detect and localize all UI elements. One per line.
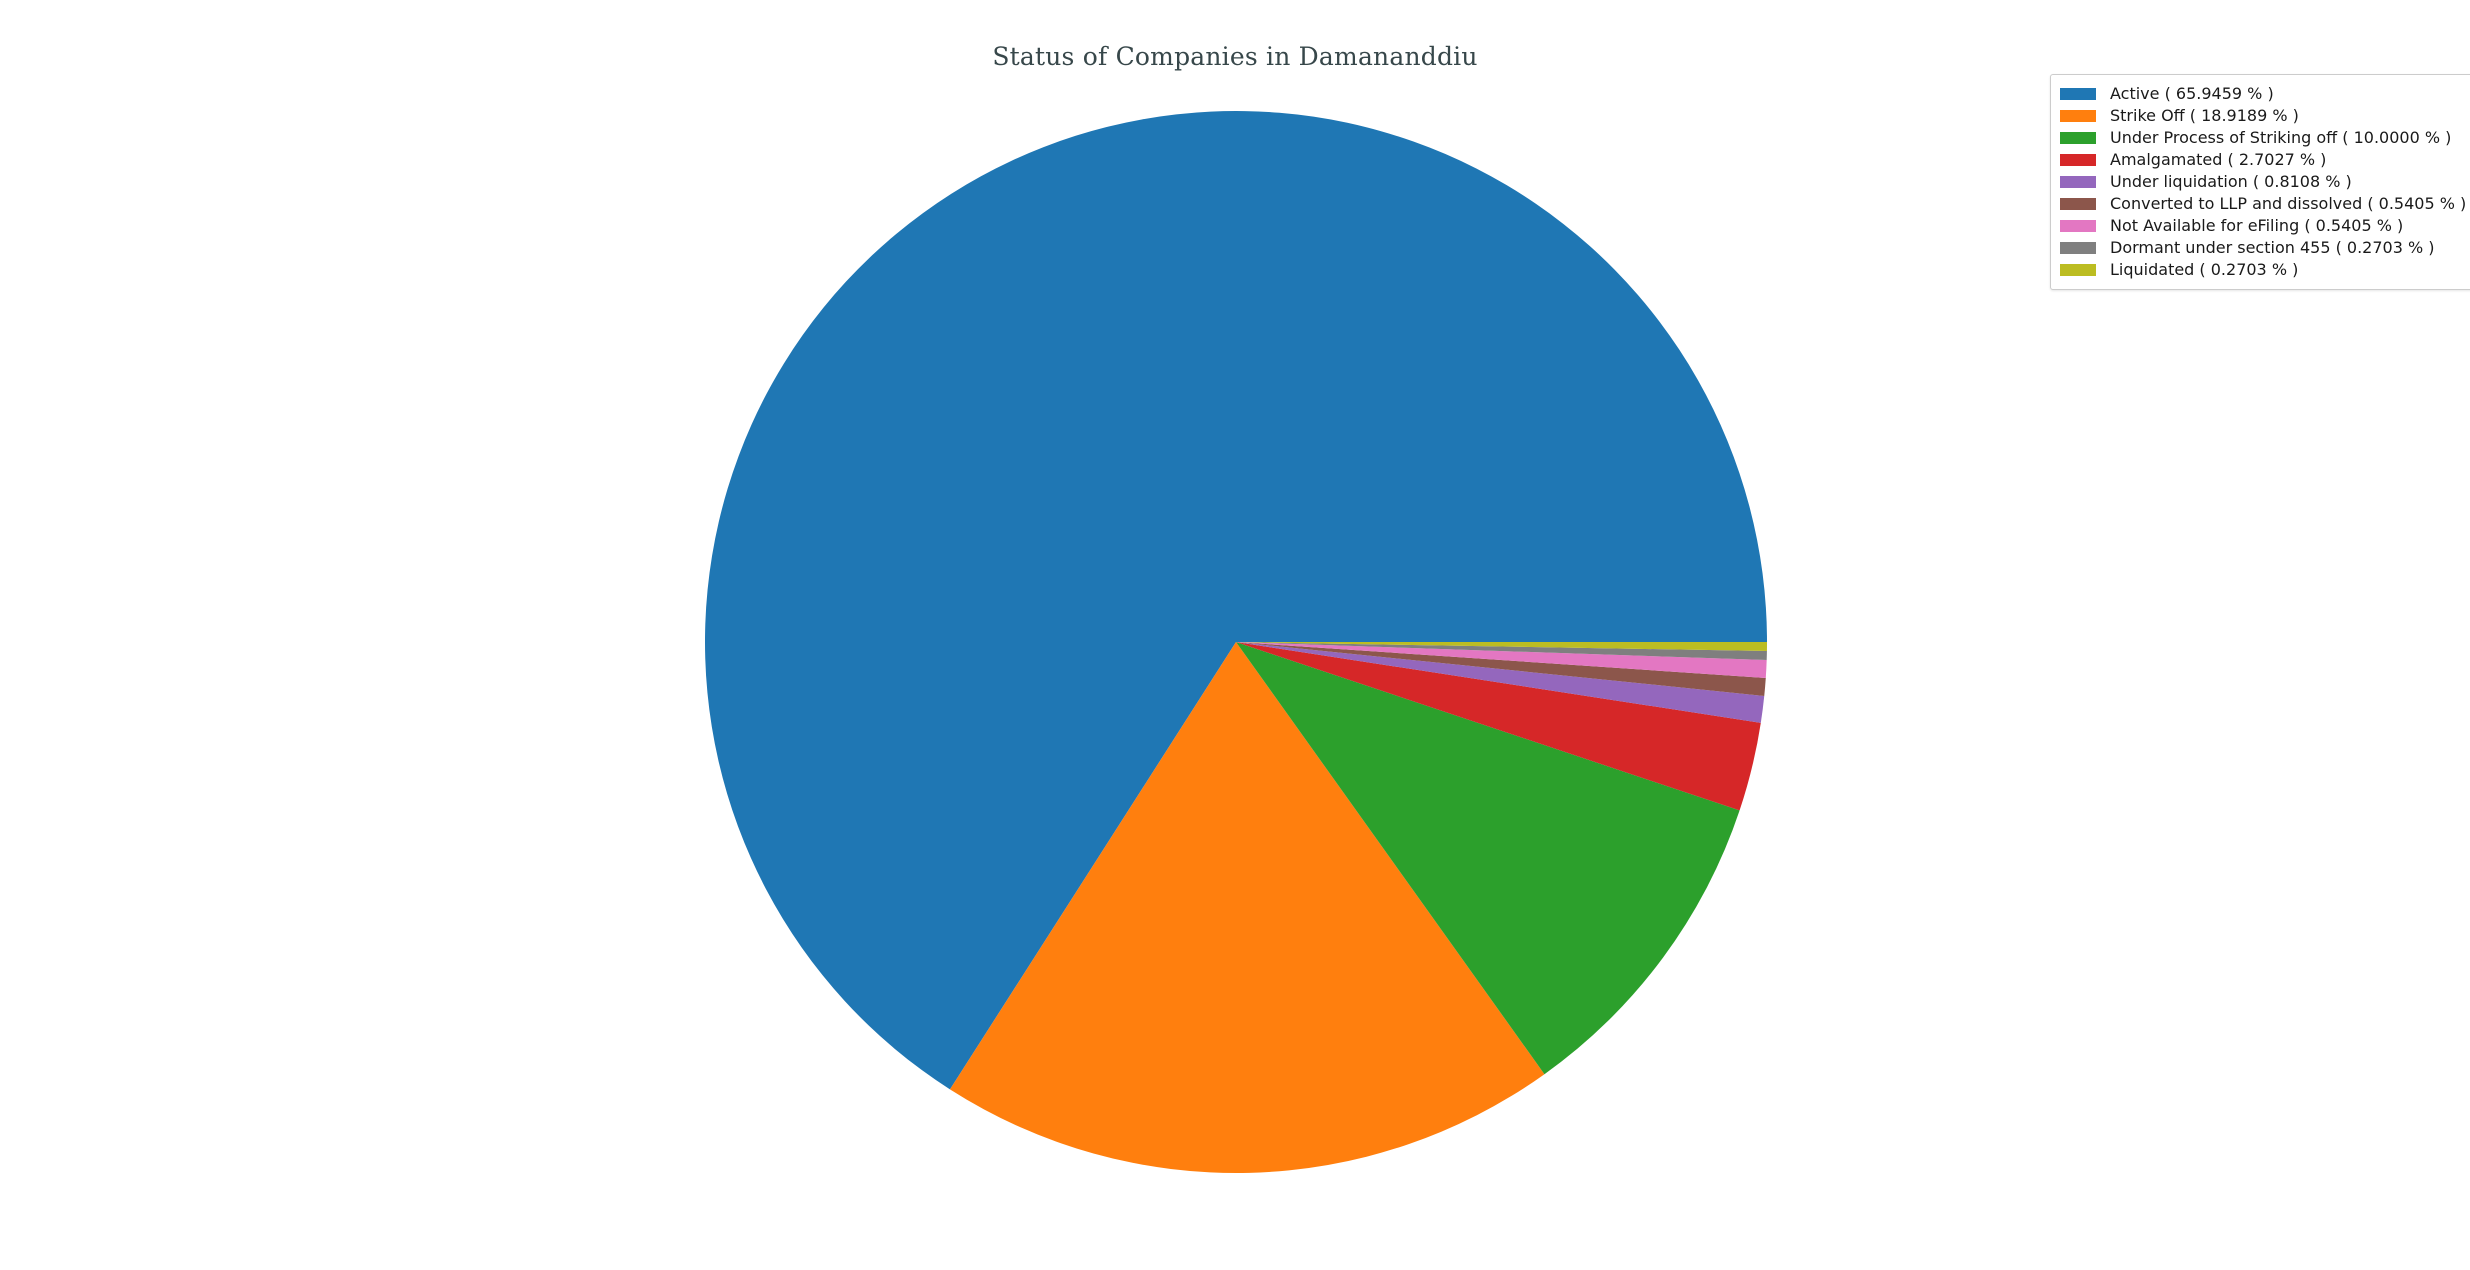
pie-slice: Converted to LLP and dissolved ( 0.5405 …: [1236, 642, 1766, 697]
legend-item-label: Dormant under section 455 ( 0.2703 % ): [2110, 238, 2435, 257]
legend-color-swatch: [2060, 132, 2096, 144]
legend-item[interactable]: Liquidated ( 0.2703 % ): [2060, 259, 2466, 281]
legend-item[interactable]: Amalgamated ( 2.7027 % ): [2060, 149, 2466, 171]
legend-color-swatch: [2060, 176, 2096, 188]
legend-item-label: Amalgamated ( 2.7027 % ): [2110, 150, 2327, 169]
pie-slice: Under liquidation ( 0.8108 % ): [1236, 642, 1765, 723]
legend-item[interactable]: Not Available for eFiling ( 0.5405 % ): [2060, 215, 2466, 237]
legend-item-label: Strike Off ( 18.9189 % ): [2110, 106, 2299, 125]
legend-item[interactable]: Active ( 65.9459 % ): [2060, 83, 2466, 105]
legend-item[interactable]: Converted to LLP and dissolved ( 0.5405 …: [2060, 193, 2466, 215]
legend-item-label: Converted to LLP and dissolved ( 0.5405 …: [2110, 194, 2467, 213]
pie-slice: Not Available for eFiling ( 0.5405 % ): [1236, 642, 1767, 679]
legend-item[interactable]: Under liquidation ( 0.8108 % ): [2060, 171, 2466, 193]
pie-slice: Amalgamated ( 2.7027 % ): [1236, 642, 1761, 811]
legend-item-label: Under liquidation ( 0.8108 % ): [2110, 172, 2352, 191]
legend-color-swatch: [2060, 88, 2096, 100]
legend-item[interactable]: Under Process of Striking off ( 10.0000 …: [2060, 127, 2466, 149]
legend-color-swatch: [2060, 154, 2096, 166]
pie-chart-area: Active ( 65.9459 % )Strike Off ( 18.9189…: [704, 110, 1767, 1173]
legend-color-swatch: [2060, 242, 2096, 254]
legend-item-label: Not Available for eFiling ( 0.5405 % ): [2110, 216, 2404, 235]
legend-color-swatch: [2060, 110, 2096, 122]
pie-slice: Liquidated ( 0.2703 % ): [1236, 642, 1767, 652]
chart-legend: Active ( 65.9459 % ) Strike Off ( 18.9189…: [2050, 74, 2470, 290]
legend-item-label: Active ( 65.9459 % ): [2110, 84, 2274, 103]
pie-slice-group: Active ( 65.9459 % )Strike Off ( 18.9189…: [704, 110, 1767, 1173]
legend-color-swatch: [2060, 220, 2096, 232]
legend-color-swatch: [2060, 198, 2096, 210]
pie-slice: Strike Off ( 18.9189 % ): [949, 642, 1545, 1173]
pie-slice: Under Process of Striking off ( 10.0000 …: [1236, 642, 1740, 1075]
legend-item-label: Under Process of Striking off ( 10.0000 …: [2110, 128, 2452, 147]
legend-item-label: Liquidated ( 0.2703 % ): [2110, 260, 2299, 279]
legend-item[interactable]: Strike Off ( 18.9189 % ): [2060, 105, 2466, 127]
legend-item[interactable]: Dormant under section 455 ( 0.2703 % ): [2060, 237, 2466, 259]
page-title: Status of Companies in Damananddiu: [992, 42, 1478, 71]
pie-slice: Dormant under section 455 ( 0.2703 % ): [1236, 642, 1767, 661]
pie-slice: Active ( 65.9459 % ): [704, 110, 1767, 1090]
pie-svg: Active ( 65.9459 % )Strike Off ( 18.9189…: [704, 110, 1767, 1173]
legend-color-swatch: [2060, 264, 2096, 276]
